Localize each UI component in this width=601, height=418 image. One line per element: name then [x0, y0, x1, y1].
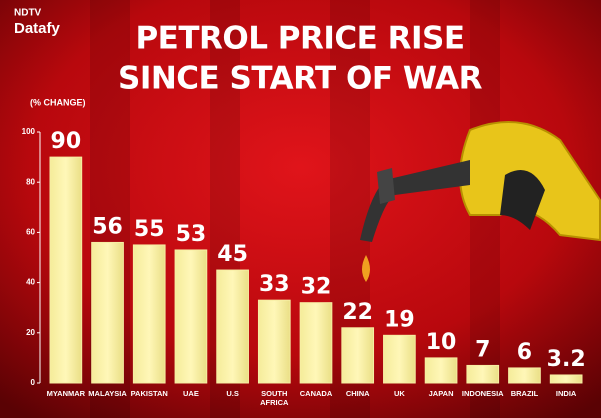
bar: [216, 269, 249, 384]
x-tick-label: MYANMAR: [46, 389, 86, 398]
value-label: 19: [384, 307, 415, 332]
bar: [466, 364, 500, 384]
x-tick-label: UK: [393, 389, 405, 398]
x-tick-label: CHINA: [345, 389, 370, 398]
x-tick-label: MALAYSIA: [88, 389, 127, 398]
bar: [299, 302, 333, 384]
bar: [549, 374, 583, 384]
chart-title: SINCE START OF WAR: [118, 61, 483, 97]
fuel-nozzle: [360, 121, 601, 282]
bar: [174, 249, 208, 384]
value-label: 56: [92, 214, 123, 239]
logo-top: NDTV: [14, 8, 42, 19]
bar: [341, 327, 375, 384]
y-tick-label: 80: [26, 177, 35, 186]
x-tick-label: PAKISTAN: [130, 389, 168, 398]
logo: NDTV Datafy: [14, 8, 61, 37]
x-tick-label: U.S: [226, 389, 239, 398]
x-tick-label: UAE: [183, 389, 199, 398]
value-label: 53: [176, 222, 207, 247]
bar: [91, 241, 124, 384]
value-label: 45: [217, 242, 248, 267]
logo-bottom: Datafy: [14, 20, 61, 37]
value-label: 7: [475, 337, 490, 362]
x-tick-label: BRAZIL: [510, 389, 539, 398]
y-tick-label: 40: [26, 278, 35, 287]
value-label: 6: [517, 340, 532, 365]
value-label: 10: [426, 330, 457, 355]
value-label: 3.2: [547, 347, 586, 372]
y-tick-label: 0: [31, 378, 36, 387]
y-tick-label: 20: [26, 328, 35, 337]
chart-title: PETROL PRICE RISE: [135, 21, 464, 57]
x-tick-label: JAPAN: [428, 389, 454, 398]
x-tick-label: CANADA: [299, 389, 333, 398]
x-tick-label: INDIA: [555, 389, 577, 398]
value-label: 32: [301, 275, 332, 300]
value-label: 33: [259, 272, 290, 297]
y-tick-label: 60: [26, 228, 35, 237]
value-label: 90: [51, 129, 82, 154]
y-tick-label: 100: [22, 127, 36, 136]
bar: [49, 156, 83, 384]
y-axis-label: (% CHANGE): [30, 97, 86, 107]
value-label: 22: [342, 300, 373, 325]
bar: [257, 299, 291, 384]
x-tick-label: SOUTH AFRICA: [260, 389, 289, 407]
bar: [132, 244, 166, 384]
bar: [424, 357, 458, 384]
bar: [383, 334, 416, 384]
bar: [508, 367, 541, 384]
value-label: 55: [134, 217, 165, 242]
x-tick-label: INDONESIA: [461, 389, 504, 398]
